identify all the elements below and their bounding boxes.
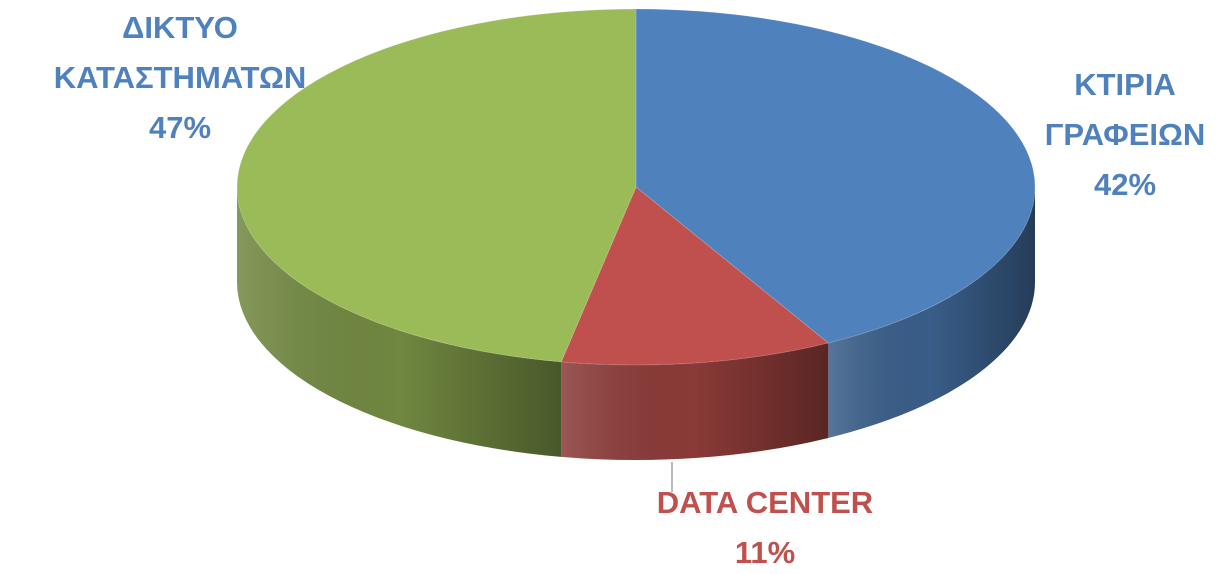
slice-label: ΔΙΚΤΥΟ ΚΑΤΑΣΤΗΜΑΤΩΝ 47% [40, 3, 320, 153]
value-label: 11% [734, 535, 796, 570]
slice-side-shade [237, 187, 562, 457]
slice-side-shade [828, 187, 1035, 438]
value-label: 47% [148, 110, 212, 145]
slice-label: ΚΤΙΡΙΑ ΓΡΑΦΕΙΩΝ 42% [1030, 60, 1220, 210]
category-label: DATA CENTER [656, 485, 874, 520]
slice-label: DATA CENTER 11% [615, 478, 915, 574]
slice [236, 8, 637, 363]
slice [560, 186, 830, 366]
category-label: ΔΙΚΤΥΟ ΚΑΤΑΣΤΗΜΑΤΩΝ [53, 10, 307, 95]
slice-side-shade [561, 342, 829, 460]
category-label: ΚΤΙΡΙΑ ΓΡΑΦΕΙΩΝ [1044, 67, 1206, 152]
slice [635, 8, 1036, 344]
value-label: 42% [1093, 167, 1157, 202]
